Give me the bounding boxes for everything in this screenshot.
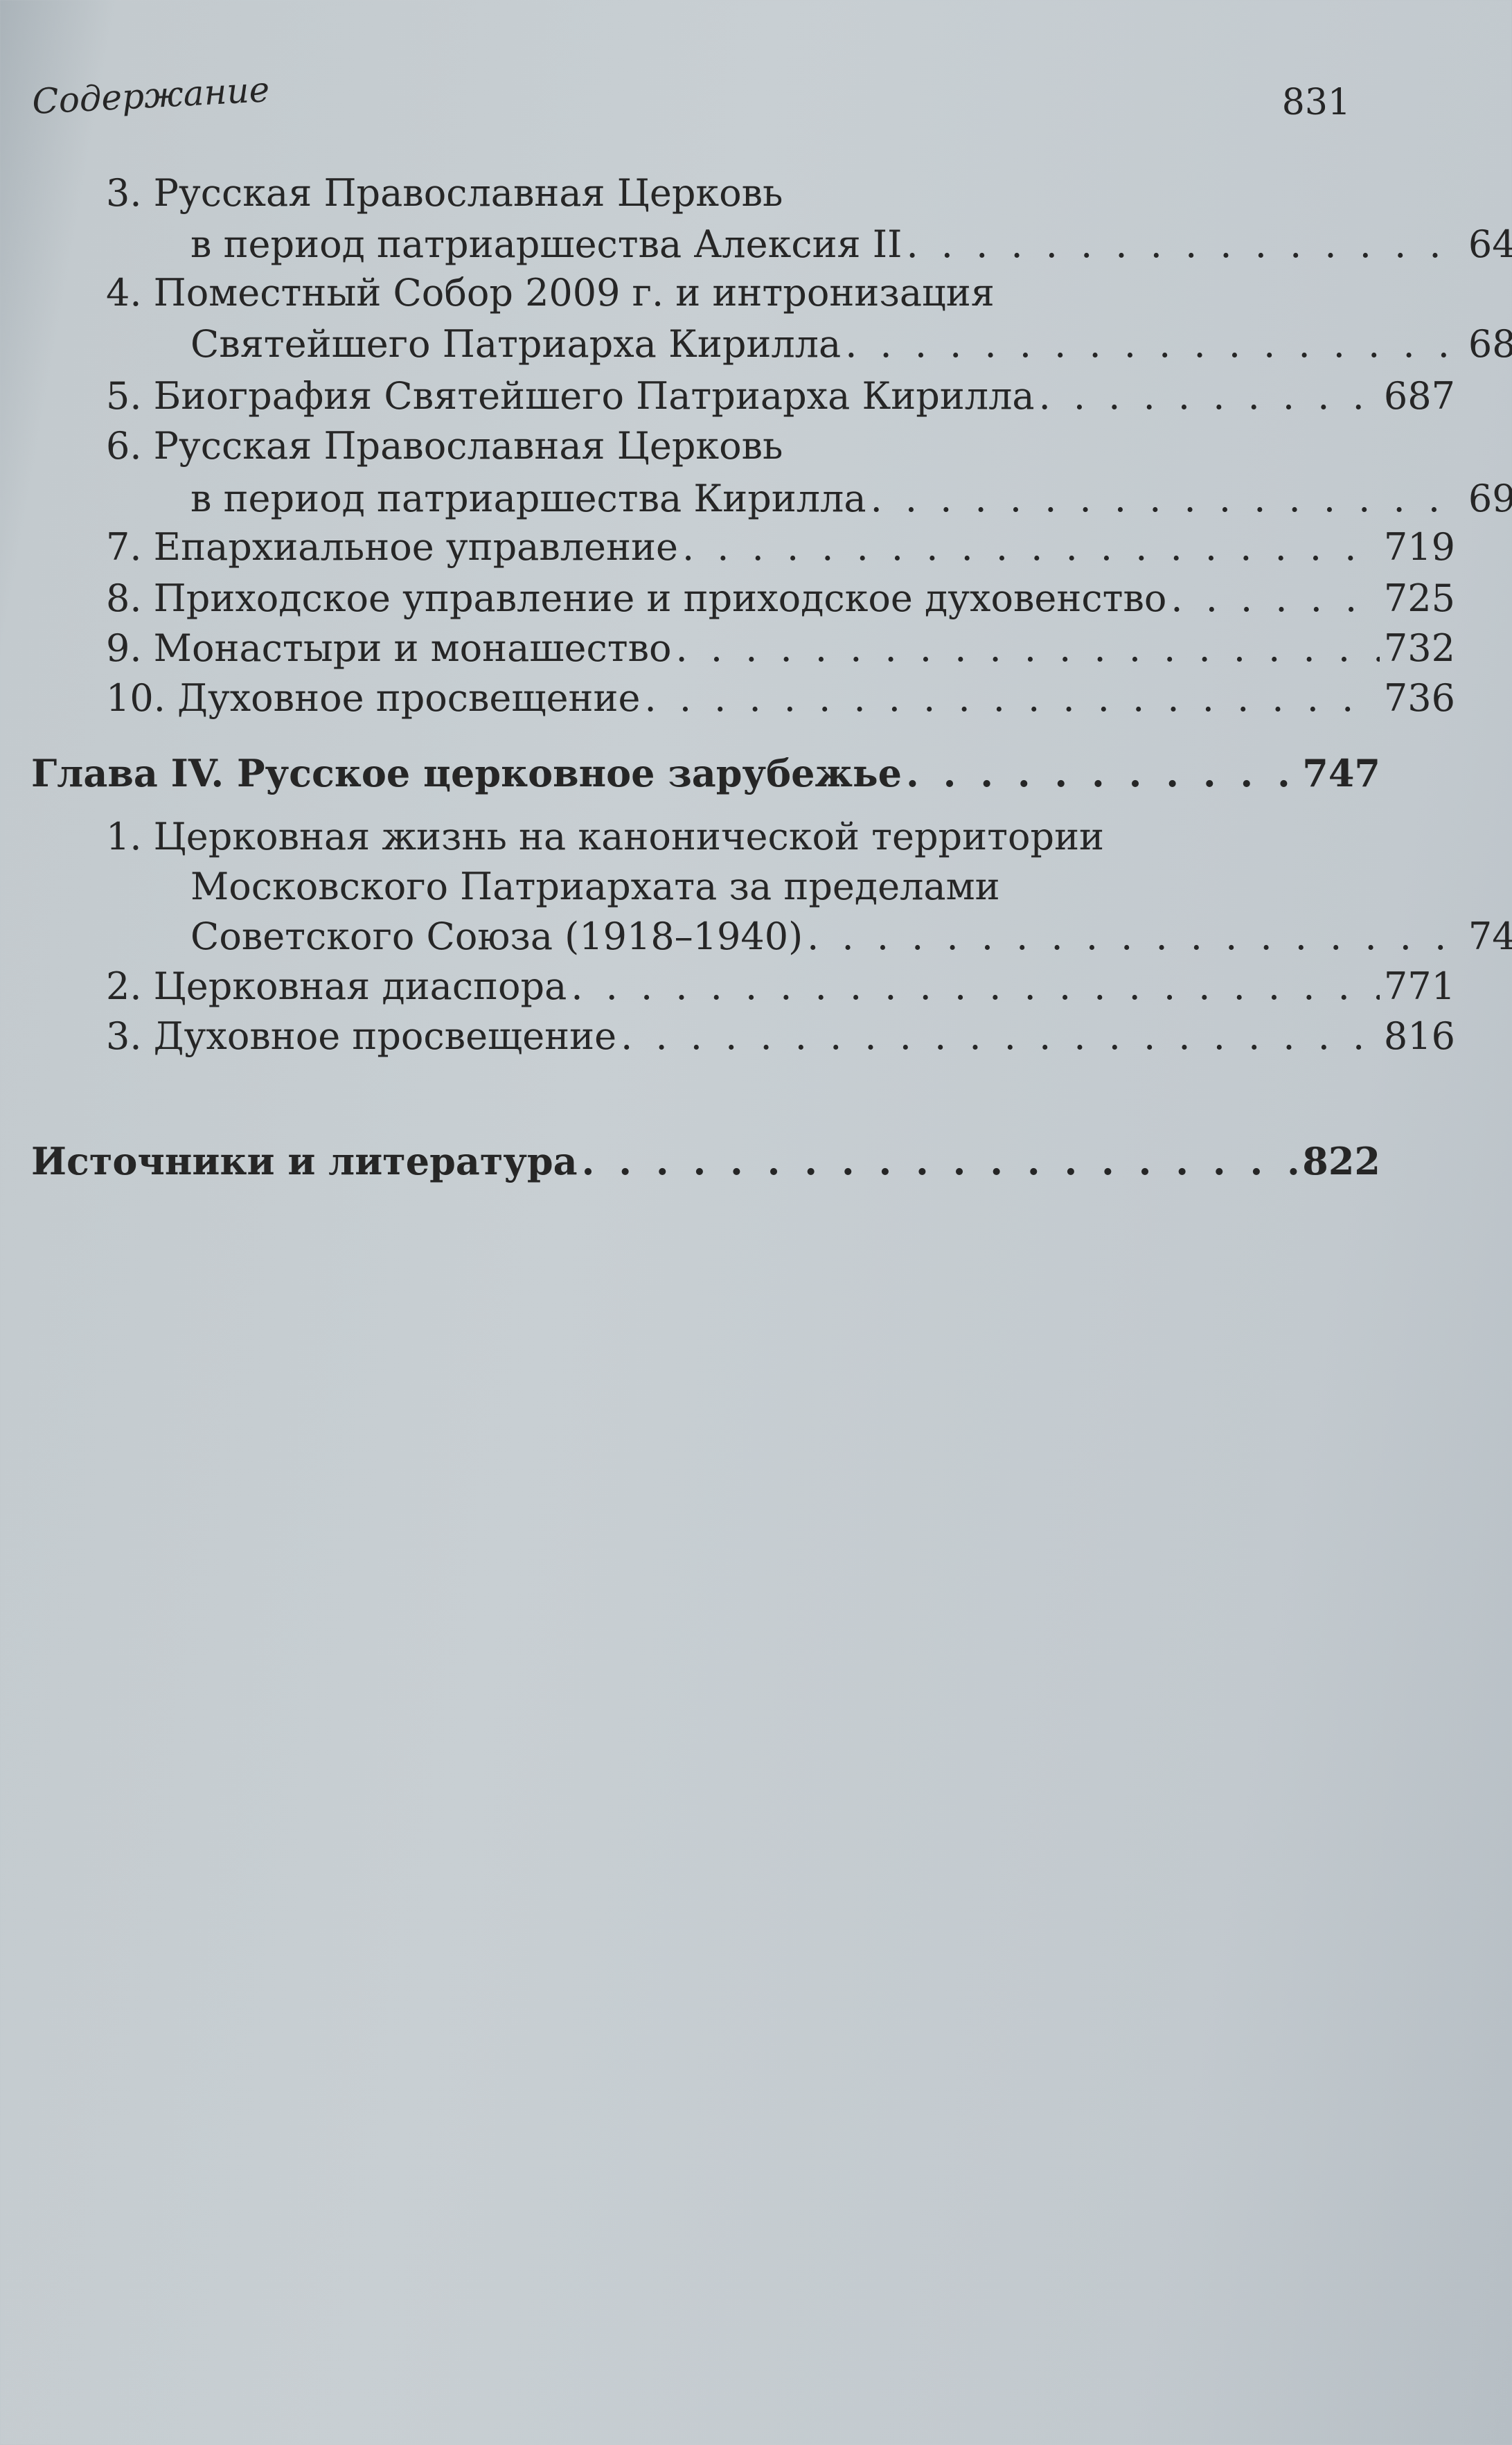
dot-leader (582, 1136, 1299, 1186)
toc-page: 771 (1383, 964, 1455, 1008)
toc-page: 732 (1383, 626, 1455, 670)
toc-entry-text: 3. Русская Православная Церковь (106, 171, 783, 215)
dot-leader (906, 220, 1464, 270)
dot-leader (1039, 371, 1380, 421)
toc-entry: 3. Духовное просвещение 816 (0, 1012, 1455, 1061)
toc-entry-text: Святейшего Патриарха Кирилла (190, 322, 842, 366)
toc-section: Источники и литература 822 (0, 1136, 1380, 1186)
toc-chapter: Глава IV. Русское церковное зарубежье 747 (0, 748, 1380, 798)
toc-entry: 10. Духовное просвещение 736 (0, 673, 1455, 723)
toc-page: 747 (1302, 751, 1380, 795)
toc-entry: 5. Биография Святейшего Патриарха Кирилл… (0, 371, 1455, 421)
toc-entry-text: в период патриаршества Алексия II (190, 222, 902, 266)
toc-entry-line: 4. Поместный Собор 2009 г. и интронизаци… (0, 268, 1455, 318)
toc-entry: 2. Церковная диаспора 771 (0, 962, 1455, 1012)
dot-leader (682, 522, 1380, 572)
toc-entry: 9. Монастыри и монашество 732 (0, 624, 1455, 673)
toc-page: 684 (1468, 322, 1512, 366)
toc-entry: Советского Союза (1918–1940) 747 (0, 912, 1512, 962)
toc-page: 719 (1383, 525, 1455, 569)
dot-leader (871, 474, 1464, 524)
toc-page: 692 (1468, 477, 1512, 520)
toc-page: 687 (1383, 374, 1455, 418)
dot-leader (906, 748, 1298, 798)
page-number: 831 (1281, 82, 1351, 123)
toc-entry-text: 4. Поместный Собор 2009 г. и интронизаци… (106, 271, 995, 315)
toc-entry: 8. Приходское управление и приходское ду… (0, 574, 1455, 624)
dot-leader (676, 624, 1380, 673)
toc-entry: Святейшего Патриарха Кирилла 684 (0, 319, 1512, 369)
running-header-title: Содержание (30, 69, 271, 122)
dot-leader (1171, 574, 1380, 624)
toc-entry: 7. Епархиальное управление 719 (0, 522, 1455, 572)
toc-entry-text: Глава IV. Русское церковное зарубежье (31, 751, 902, 795)
toc-page: 747 (1468, 915, 1512, 958)
toc-entry-text: 5. Биография Святейшего Патриарха Кирилл… (106, 374, 1035, 418)
toc-entry-text: 2. Церковная диаспора (106, 964, 567, 1008)
toc-page: 644 (1468, 222, 1512, 266)
dot-leader (845, 319, 1464, 369)
toc-entry-text: 3. Духовное просвещение (106, 1014, 617, 1058)
toc-entry-text: 6. Русская Православная Церковь (106, 424, 783, 468)
toc-entry-text: 10. Духовное просвещение (106, 676, 641, 720)
dot-leader (807, 912, 1464, 962)
toc-entry-text: 9. Монастыри и монашество (106, 626, 672, 670)
toc-page: 736 (1383, 676, 1455, 720)
toc-entry-line: 3. Русская Православная Церковь (0, 168, 1455, 218)
toc-entry-text: Источники и литература (31, 1139, 578, 1183)
toc-entry-text: Советского Союза (1918–1940) (190, 915, 803, 958)
toc-entry-text: 8. Приходское управление и приходское ду… (106, 576, 1167, 620)
toc-entry-line: 6. Русская Православная Церковь (0, 421, 1455, 471)
toc-entry-text: Московского Патриархата за пределами (190, 865, 1000, 908)
toc-page: 725 (1383, 576, 1455, 620)
toc-entry-line: 1. Церковная жизнь на канонической терри… (0, 812, 1455, 862)
dot-leader (621, 1012, 1380, 1061)
dot-leader (571, 962, 1380, 1012)
toc-entry: в период патриаршества Кирилла 692 (0, 474, 1512, 524)
dot-leader (644, 673, 1379, 723)
toc-entry: в период патриаршества Алексия II 644 (0, 220, 1512, 270)
toc-page: 816 (1383, 1014, 1455, 1058)
toc-entry-text: 1. Церковная жизнь на канонической терри… (106, 815, 1105, 858)
toc-entry-text: в период патриаршества Кирилла (190, 477, 866, 520)
toc-page: 822 (1302, 1139, 1380, 1183)
toc-entry-text: 7. Епархиальное управление (106, 525, 678, 569)
toc-entry-line: Московского Патриархата за пределами (0, 862, 1512, 912)
